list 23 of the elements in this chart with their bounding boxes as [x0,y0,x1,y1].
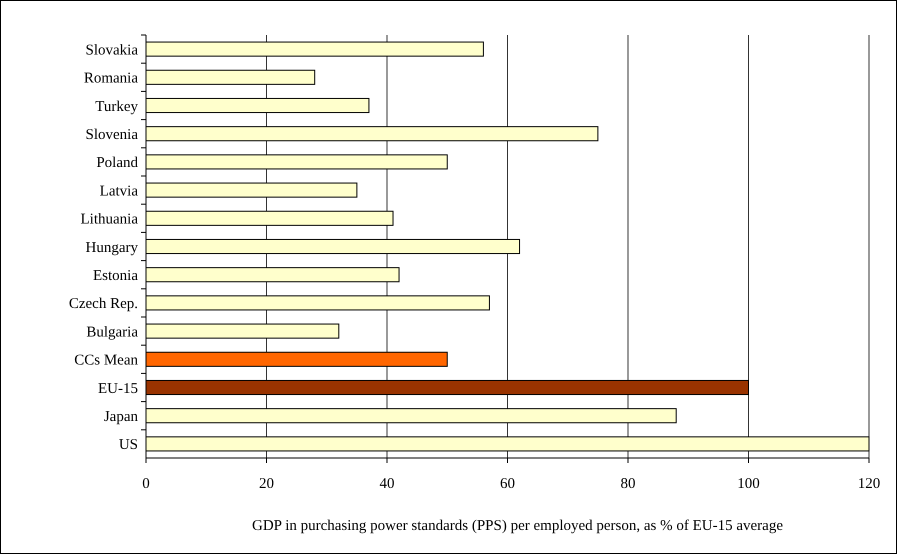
y-tick-label: Japan [104,408,138,425]
y-tick-label: Slovakia [86,42,138,58]
y-tick-label: Romania [84,70,138,87]
y-tick-label: EU-15 [98,380,138,397]
y-tick-label: Bulgaria [86,324,138,340]
x-tick-label: 80 [620,476,636,492]
x-tick-label: 20 [259,476,274,492]
y-tick-label: Poland [96,155,138,172]
x-tick-label: 100 [737,476,760,492]
y-tick-label: Estonia [93,268,138,284]
y-tick-label: Hungary [86,240,138,256]
y-tick-label: CCs Mean [74,352,138,369]
x-axis-title: GDP in purchasing power standards (PPS) per employed person, as % of EU-15 average [252,518,784,534]
x-tick-label: 40 [380,476,394,492]
y-tick-label: Turkey [95,98,138,115]
y-tick-label: Czech Rep. [68,296,138,312]
y-tick-label: Latvia [100,183,138,200]
y-tick-label: Slovenia [86,126,138,143]
x-tick-label: 0 [142,476,150,492]
y-tick-label: US [118,437,138,454]
x-tick-label: 120 [858,476,880,492]
x-tick-label: 60 [500,476,515,492]
y-tick-label: Lithuania [80,212,138,228]
